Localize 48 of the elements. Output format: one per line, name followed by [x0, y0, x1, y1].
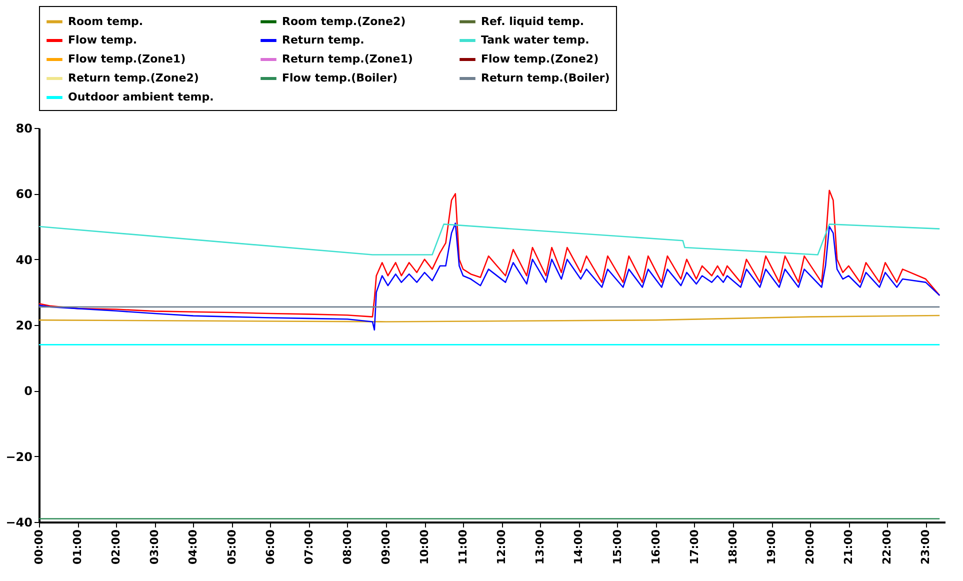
- x-tick-label: 23:00: [919, 529, 932, 565]
- line-series: [38, 222, 940, 331]
- x-tick-label: 15:00: [610, 529, 624, 565]
- legend-label: Return temp.(Zone1): [282, 52, 413, 66]
- x-tick-label: 17:00: [688, 529, 701, 565]
- y-tick-label: 20: [16, 318, 32, 332]
- x-tick-label: 03:00: [148, 529, 162, 565]
- legend-label: Flow temp.(Boiler): [282, 72, 398, 84]
- legend-label: Tank water temp.: [481, 34, 590, 46]
- x-tick-label: 16:00: [649, 529, 662, 565]
- x-tick-label: 01:00: [71, 529, 84, 565]
- y-tick-label: −40: [6, 516, 32, 530]
- x-tick-label: 10:00: [418, 529, 432, 565]
- y-tick-label: 40: [16, 252, 32, 267]
- x-tick-label: 11:00: [456, 529, 470, 565]
- legend-label: Room temp.(Zone2): [282, 14, 406, 28]
- x-tick-label: 21:00: [842, 529, 856, 565]
- legend-label: Ref. liquid temp.: [481, 14, 584, 28]
- y-tick-label: 80: [16, 122, 32, 136]
- legend-label: Outdoor ambient temp.: [68, 90, 214, 104]
- x-tick-label: 06:00: [264, 529, 277, 565]
- x-tick-label: 14:00: [572, 529, 586, 565]
- x-tick-label: 08:00: [340, 529, 354, 565]
- legend-label: Return temp.: [282, 34, 364, 46]
- x-tick-label: 04:00: [186, 529, 200, 565]
- x-tick-label: 22:00: [880, 529, 894, 565]
- x-tick-label: 18:00: [726, 529, 740, 565]
- x-tick-label: 02:00: [110, 529, 123, 565]
- y-tick-label: 60: [16, 187, 32, 202]
- x-tick-label: 13:00: [534, 529, 547, 565]
- y-tick-label: 0: [24, 384, 32, 398]
- legend-label: Flow temp.(Zone1): [68, 52, 186, 66]
- x-tick-label: 12:00: [495, 529, 508, 565]
- x-tick-label: 05:00: [225, 529, 238, 565]
- x-tick-label: 09:00: [379, 529, 392, 565]
- line-series: [38, 224, 940, 256]
- y-tick-label: −20: [6, 450, 32, 464]
- legend-label: Room temp.: [68, 14, 144, 28]
- line-series: [38, 314, 940, 322]
- legend-label: Return temp.(Boiler): [481, 72, 610, 84]
- x-tick-label: 00:00: [32, 529, 46, 565]
- legend-label: Flow temp.: [68, 34, 138, 46]
- line-series: [38, 190, 940, 318]
- x-tick-label: 19:00: [765, 529, 778, 565]
- x-tick-label: 07:00: [302, 529, 316, 565]
- x-tick-label: 20:00: [804, 529, 817, 565]
- legend-label: Return temp.(Zone2): [68, 72, 199, 84]
- legend-label: Flow temp.(Zone2): [481, 52, 599, 66]
